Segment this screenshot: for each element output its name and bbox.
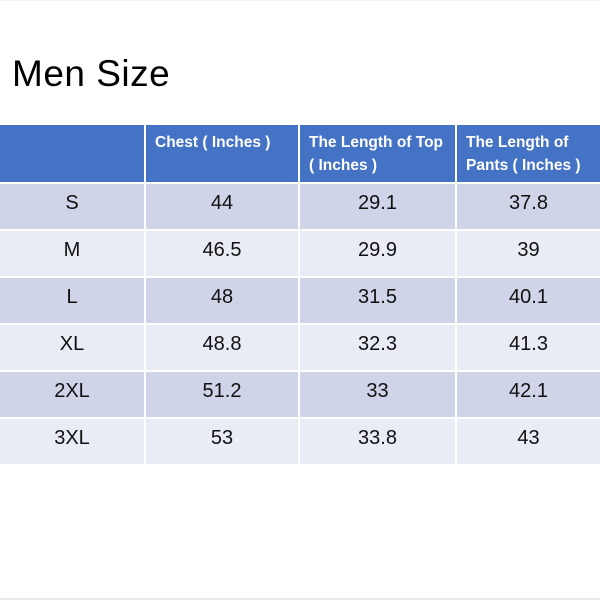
table-row-2xl: 2XL 51.2 33 42.1 bbox=[0, 371, 600, 419]
cell-chest-value: 44 bbox=[146, 183, 300, 231]
cell-size-label: L bbox=[0, 277, 146, 325]
table-row-m: M 46.5 29.9 39 bbox=[0, 230, 600, 278]
cell-size-label: 2XL bbox=[0, 371, 146, 419]
header-cell-chest: Chest ( Inches ) bbox=[146, 125, 300, 184]
cell-chest-value: 48.8 bbox=[146, 324, 300, 372]
cell-chest-value: 46.5 bbox=[146, 230, 300, 278]
cell-top-value: 32.3 bbox=[300, 324, 457, 372]
cell-pants-value: 39 bbox=[457, 230, 600, 278]
cell-pants-value: 41.3 bbox=[457, 324, 600, 372]
cell-chest-value: 51.2 bbox=[146, 371, 300, 419]
cell-size-label: M bbox=[0, 230, 146, 278]
cell-top-value: 33.8 bbox=[300, 418, 457, 466]
cell-top-value: 29.9 bbox=[300, 230, 457, 278]
cell-top-value: 33 bbox=[300, 371, 457, 419]
page-title: Men Size bbox=[12, 53, 171, 94]
table-row-s: S 44 29.1 37.8 bbox=[0, 183, 600, 231]
table-row-3xl: 3XL 53 33.8 43 bbox=[0, 418, 600, 466]
header-cell-pants-length: The Length of Pants ( Inches ) bbox=[457, 125, 600, 184]
header-cell-size bbox=[0, 125, 146, 184]
cell-size-label: XL bbox=[0, 324, 146, 372]
table-row-xl: XL 48.8 32.3 41.3 bbox=[0, 324, 600, 372]
cell-pants-value: 40.1 bbox=[457, 277, 600, 325]
cell-chest-value: 48 bbox=[146, 277, 300, 325]
men-size-table: Chest ( Inches ) The Length of Top ( Inc… bbox=[0, 125, 600, 466]
table-header-row: Chest ( Inches ) The Length of Top ( Inc… bbox=[0, 125, 600, 184]
cell-size-label: S bbox=[0, 183, 146, 231]
cell-size-label: 3XL bbox=[0, 418, 146, 466]
cell-top-value: 29.1 bbox=[300, 183, 457, 231]
cell-pants-value: 43 bbox=[457, 418, 600, 466]
header-cell-top-length: The Length of Top ( Inches ) bbox=[300, 125, 457, 184]
cell-pants-value: 42.1 bbox=[457, 371, 600, 419]
cell-pants-value: 37.8 bbox=[457, 183, 600, 231]
cell-chest-value: 53 bbox=[146, 418, 300, 466]
cell-top-value: 31.5 bbox=[300, 277, 457, 325]
table-row-l: L 48 31.5 40.1 bbox=[0, 277, 600, 325]
